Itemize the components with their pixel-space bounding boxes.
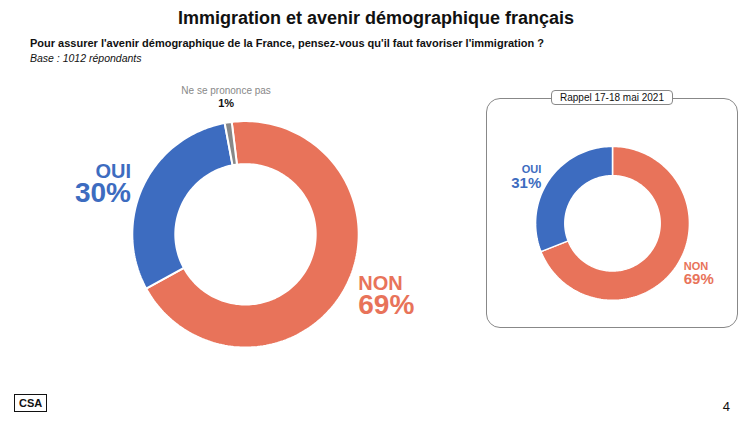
- svg-text:NON: NON: [683, 259, 709, 272]
- svg-text:30%: 30%: [75, 177, 131, 208]
- html-text:Base : 1012 répondants: Base : 1012 répondants: [30, 52, 142, 64]
- svg-text:1%: 1%: [218, 97, 234, 109]
- html-text:Immigration et avenir démograp: Immigration et avenir démographique fran…: [177, 8, 574, 28]
- html-text:4: 4: [722, 399, 730, 414]
- html-text:Pour assurer l'avenir démograp: Pour assurer l'avenir démographique de l…: [30, 37, 544, 49]
- html-text:Rappel 17-18 mai 2021: Rappel 17-18 mai 2021: [560, 92, 664, 103]
- svg-text:NON: NON: [358, 272, 403, 295]
- svg-text:OUI: OUI: [95, 159, 131, 182]
- svg-text:Ne se prononce pas: Ne se prononce pas: [181, 85, 271, 96]
- svg-text:OUI: OUI: [521, 162, 542, 175]
- svg-text:31%: 31%: [511, 174, 541, 191]
- html-text:CSA: CSA: [19, 397, 43, 409]
- svg-text:69%: 69%: [684, 270, 714, 287]
- svg-text:69%: 69%: [358, 289, 414, 320]
